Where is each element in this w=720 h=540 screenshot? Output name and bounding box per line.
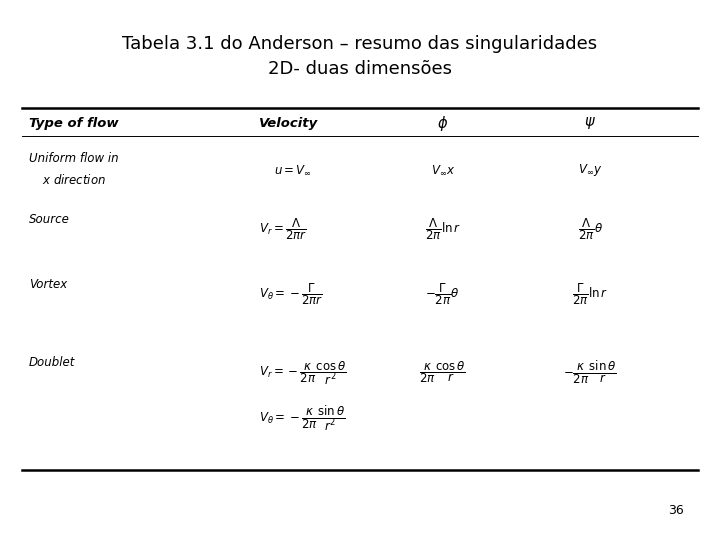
Text: Uniform flow in: Uniform flow in <box>29 152 118 165</box>
Text: Type of flow: Type of flow <box>29 117 118 130</box>
Text: $V_r = -\dfrac{\kappa}{2\pi} \dfrac{\cos\theta}{r^2}$: $V_r = -\dfrac{\kappa}{2\pi} \dfrac{\cos… <box>259 359 347 387</box>
Text: Source: Source <box>29 213 70 226</box>
Text: $-\dfrac{\Gamma}{2\pi} \theta$: $-\dfrac{\Gamma}{2\pi} \theta$ <box>426 281 460 307</box>
Text: $u = V_{\infty}$: $u = V_{\infty}$ <box>274 164 312 177</box>
Text: $\dfrac{\Lambda}{2\pi} \theta$: $\dfrac{\Lambda}{2\pi} \theta$ <box>578 217 603 242</box>
Text: $V_{\theta} = -\dfrac{\Gamma}{2\pi r}$: $V_{\theta} = -\dfrac{\Gamma}{2\pi r}$ <box>259 281 323 307</box>
Text: $\dfrac{\Lambda}{2\pi} \ln r$: $\dfrac{\Lambda}{2\pi} \ln r$ <box>425 217 461 242</box>
Text: $V_{\theta} = -\dfrac{\kappa}{2\pi} \dfrac{\sin\theta}{r^2}$: $V_{\theta} = -\dfrac{\kappa}{2\pi} \dfr… <box>259 404 346 433</box>
Text: 36: 36 <box>668 504 684 517</box>
Text: Vortex: Vortex <box>29 278 67 291</box>
Text: Tabela 3.1 do Anderson – resumo das singularidades
2D- duas dimensões: Tabela 3.1 do Anderson – resumo das sing… <box>122 35 598 78</box>
Text: $V_r = \dfrac{\Lambda}{2\pi r}$: $V_r = \dfrac{\Lambda}{2\pi r}$ <box>259 217 307 242</box>
Text: $\phi$: $\phi$ <box>437 113 449 133</box>
Text: $V_{\infty} x$: $V_{\infty} x$ <box>431 164 455 177</box>
Text: Velocity: Velocity <box>259 117 318 130</box>
Text: Doublet: Doublet <box>29 356 75 369</box>
Text: $\psi$: $\psi$ <box>585 115 596 131</box>
Text: $x$ direction: $x$ direction <box>42 173 106 187</box>
Text: $\dfrac{\kappa}{2\pi} \dfrac{\cos\theta}{r}$: $\dfrac{\kappa}{2\pi} \dfrac{\cos\theta}… <box>419 360 467 386</box>
Text: $V_{\infty} y$: $V_{\infty} y$ <box>578 162 603 178</box>
Text: $\dfrac{\Gamma}{2\pi} \ln r$: $\dfrac{\Gamma}{2\pi} \ln r$ <box>572 281 608 307</box>
Text: $-\dfrac{\kappa}{2\pi} \dfrac{\sin\theta}{r}$: $-\dfrac{\kappa}{2\pi} \dfrac{\sin\theta… <box>564 359 617 386</box>
